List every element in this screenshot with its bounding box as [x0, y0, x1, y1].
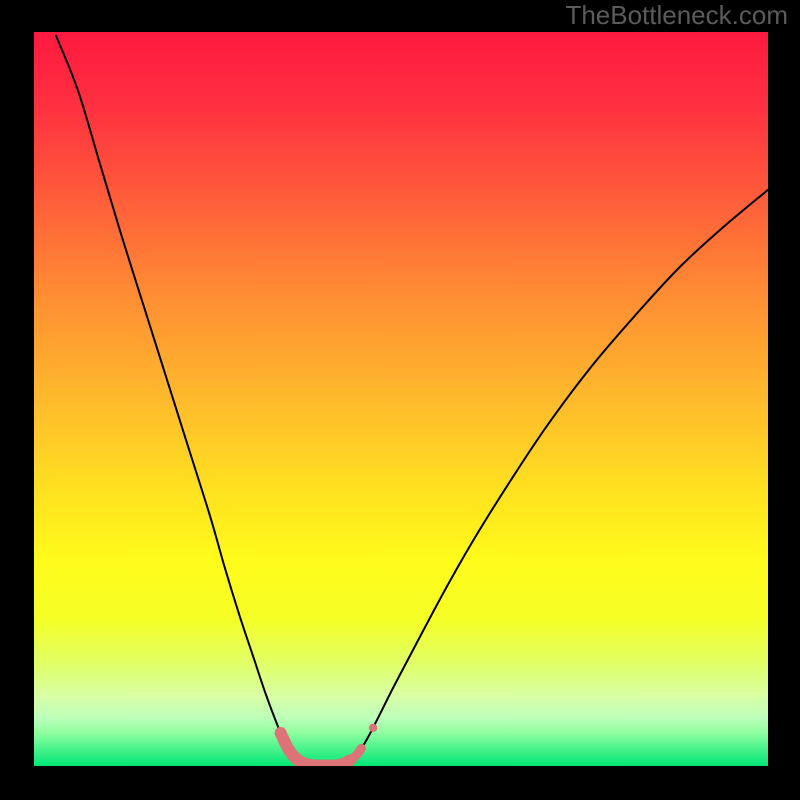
watermark-text: TheBottleneck.com	[565, 0, 788, 31]
chart-container: TheBottleneck.com	[0, 0, 800, 800]
gradient-background	[34, 32, 768, 766]
bottleneck-chart	[34, 32, 768, 766]
highlight-dot-0	[369, 724, 377, 732]
